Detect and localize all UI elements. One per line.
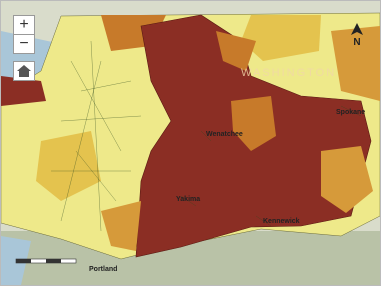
region bbox=[36, 131, 101, 201]
region bbox=[231, 96, 276, 151]
zoom-in-button[interactable]: + bbox=[13, 15, 35, 35]
region bbox=[241, 15, 321, 61]
city-label: Portland bbox=[89, 266, 117, 273]
region bbox=[101, 201, 141, 251]
north-arrow: N bbox=[351, 23, 363, 48]
zoom-out-button[interactable]: − bbox=[13, 34, 35, 54]
tract-lines bbox=[51, 40, 362, 232]
city-label: Kennewick bbox=[263, 218, 300, 225]
city-label: Yakima bbox=[176, 196, 200, 203]
home-icon bbox=[17, 65, 31, 77]
city-label: Wenatchee bbox=[206, 131, 243, 138]
home-button[interactable] bbox=[13, 61, 35, 81]
north-label: N bbox=[353, 37, 360, 48]
city-label: Spokane bbox=[336, 109, 365, 116]
region bbox=[331, 26, 380, 101]
state-label: WASHINGTON bbox=[241, 67, 336, 79]
region bbox=[1, 76, 46, 106]
scale-bar bbox=[15, 258, 77, 264]
region bbox=[321, 146, 373, 213]
region bbox=[216, 31, 256, 71]
